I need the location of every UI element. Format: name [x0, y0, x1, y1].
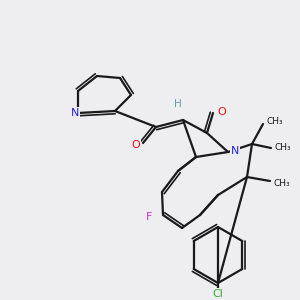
- Text: CH₃: CH₃: [267, 118, 283, 127]
- Text: Cl: Cl: [213, 289, 224, 299]
- Text: H: H: [174, 99, 182, 109]
- Text: N: N: [71, 108, 79, 118]
- Text: O: O: [218, 107, 226, 117]
- Text: O: O: [132, 140, 140, 150]
- Text: CH₃: CH₃: [275, 143, 291, 152]
- Text: CH₃: CH₃: [274, 178, 290, 188]
- Text: N: N: [231, 146, 239, 156]
- Text: F: F: [146, 212, 152, 222]
